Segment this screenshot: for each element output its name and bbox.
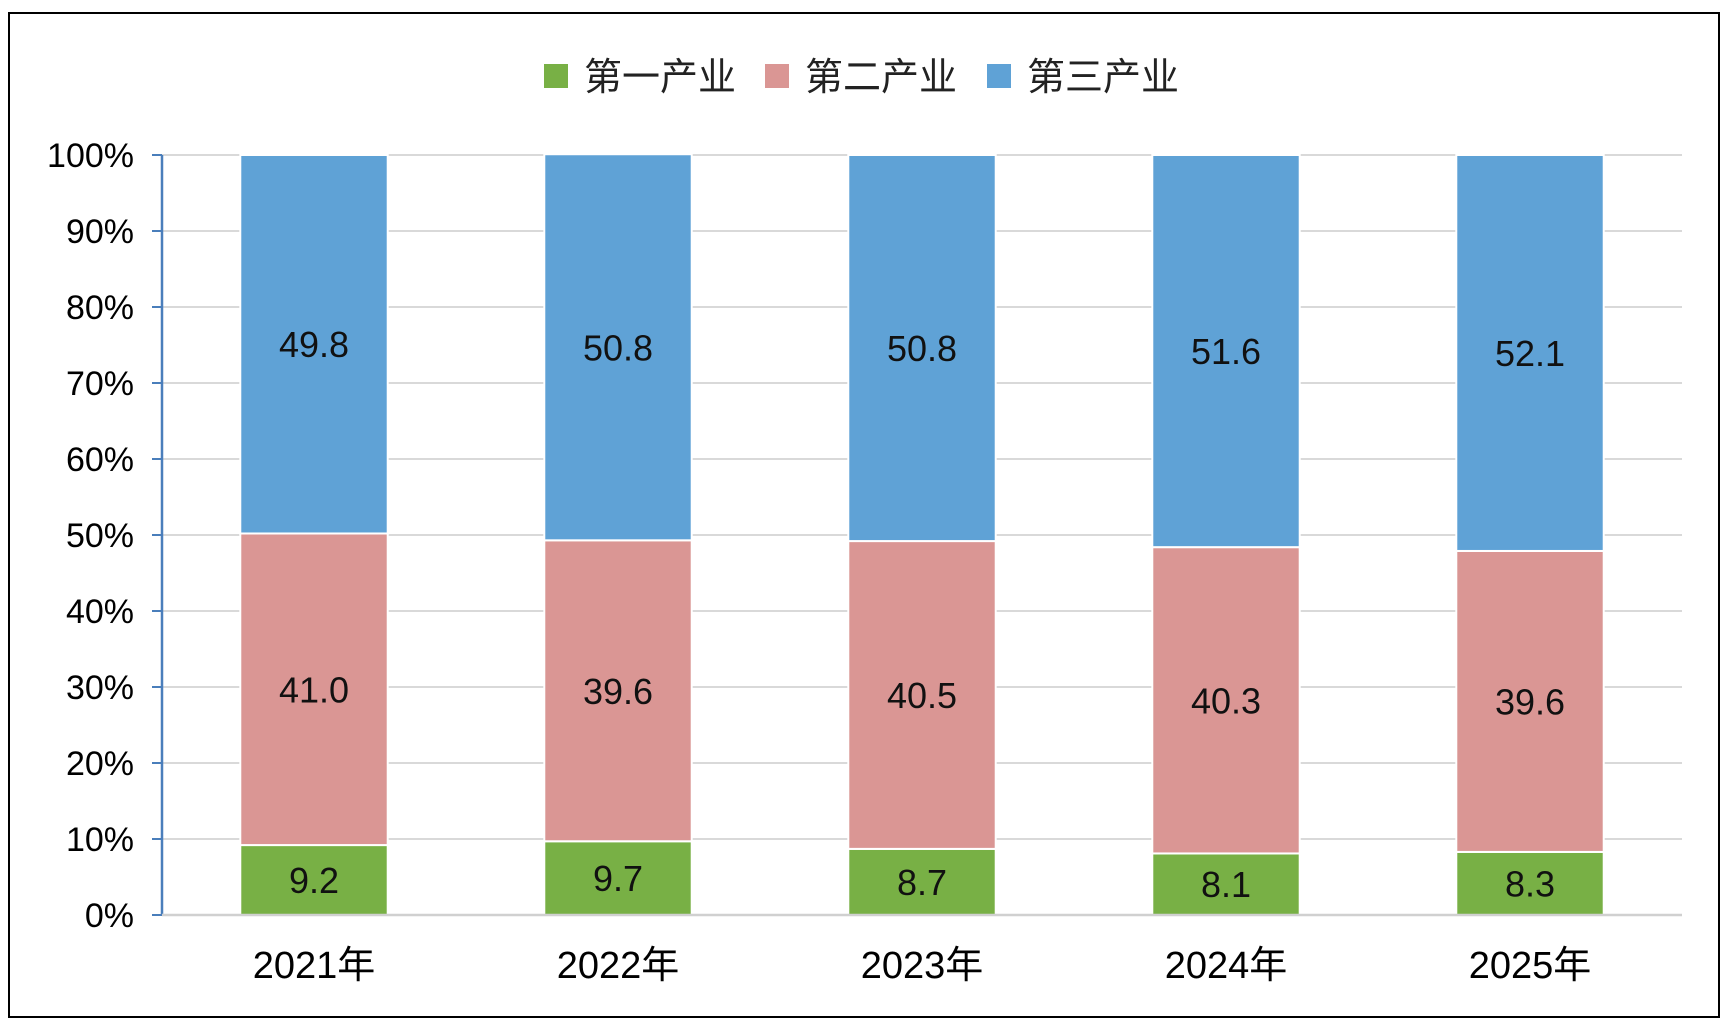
y-tick-label: 90% xyxy=(66,213,134,251)
y-tick-label: 100% xyxy=(47,137,134,175)
data-label: 50.8 xyxy=(583,327,653,368)
data-label: 8.7 xyxy=(897,862,947,903)
legend-swatch xyxy=(544,64,568,88)
axes: 0% 10% 20% 30% 40% 50% 60% 70% 80% 90% 100% 2021年 20… xyxy=(47,137,1682,987)
bar-segment xyxy=(239,532,389,847)
bar-segment xyxy=(239,154,389,535)
x-tick-label: 2023年 xyxy=(861,945,984,987)
legend-label: 第三产业 xyxy=(1027,55,1179,99)
x-tick-label: 2021年 xyxy=(253,945,376,987)
data-label: 39.6 xyxy=(583,671,653,712)
bars xyxy=(239,153,1605,917)
data-label: 40.3 xyxy=(1191,680,1261,721)
data-label: 9.7 xyxy=(593,858,643,899)
bar-segment xyxy=(543,840,693,917)
y-tick-label: 20% xyxy=(66,745,134,783)
legend-swatch xyxy=(987,64,1011,88)
y-tick-label: 70% xyxy=(66,365,134,403)
y-tick-label: 60% xyxy=(66,441,134,479)
data-label: 8.3 xyxy=(1505,863,1555,904)
data-label: 51.6 xyxy=(1191,331,1261,372)
y-tick-label: 50% xyxy=(66,517,134,555)
data-label: 50.8 xyxy=(887,328,957,369)
y-tick-label: 80% xyxy=(66,289,134,327)
x-tick-label: 2022年 xyxy=(557,945,680,987)
legend-label: 第二产业 xyxy=(805,55,957,99)
bar-segment xyxy=(847,540,997,850)
x-tick-label: 2025年 xyxy=(1469,945,1592,987)
data-label: 39.6 xyxy=(1495,681,1565,722)
data-label: 8.1 xyxy=(1201,864,1251,905)
data-label: 41.0 xyxy=(279,669,349,710)
bar-segment xyxy=(239,844,389,917)
data-label: 9.2 xyxy=(289,860,339,901)
y-tick-label: 40% xyxy=(66,593,134,631)
bar-segment xyxy=(1455,154,1605,552)
data-label: 40.5 xyxy=(887,675,957,716)
y-tick-label: 30% xyxy=(66,669,134,707)
data-label: 52.1 xyxy=(1495,333,1565,374)
bar-segment xyxy=(1151,546,1301,855)
legend: 第一产业 第二产业 第三产业 xyxy=(544,55,1179,99)
bar-segment xyxy=(543,539,693,843)
y-tick-label: 0% xyxy=(85,897,134,935)
bar-segment xyxy=(847,154,997,543)
bar-segment xyxy=(1151,154,1301,549)
legend-swatch xyxy=(765,64,789,88)
x-tick-label: 2024年 xyxy=(1165,945,1288,987)
data-label: 49.8 xyxy=(279,324,349,365)
bar-segment xyxy=(543,153,693,542)
y-tick-label: 10% xyxy=(66,821,134,859)
data-labels: 9.2 41.0 49.8 9.7 39.6 50.8 8.7 40.5 50.8 8.1 40.3… xyxy=(279,324,1565,905)
legend-label: 第一产业 xyxy=(584,55,736,99)
